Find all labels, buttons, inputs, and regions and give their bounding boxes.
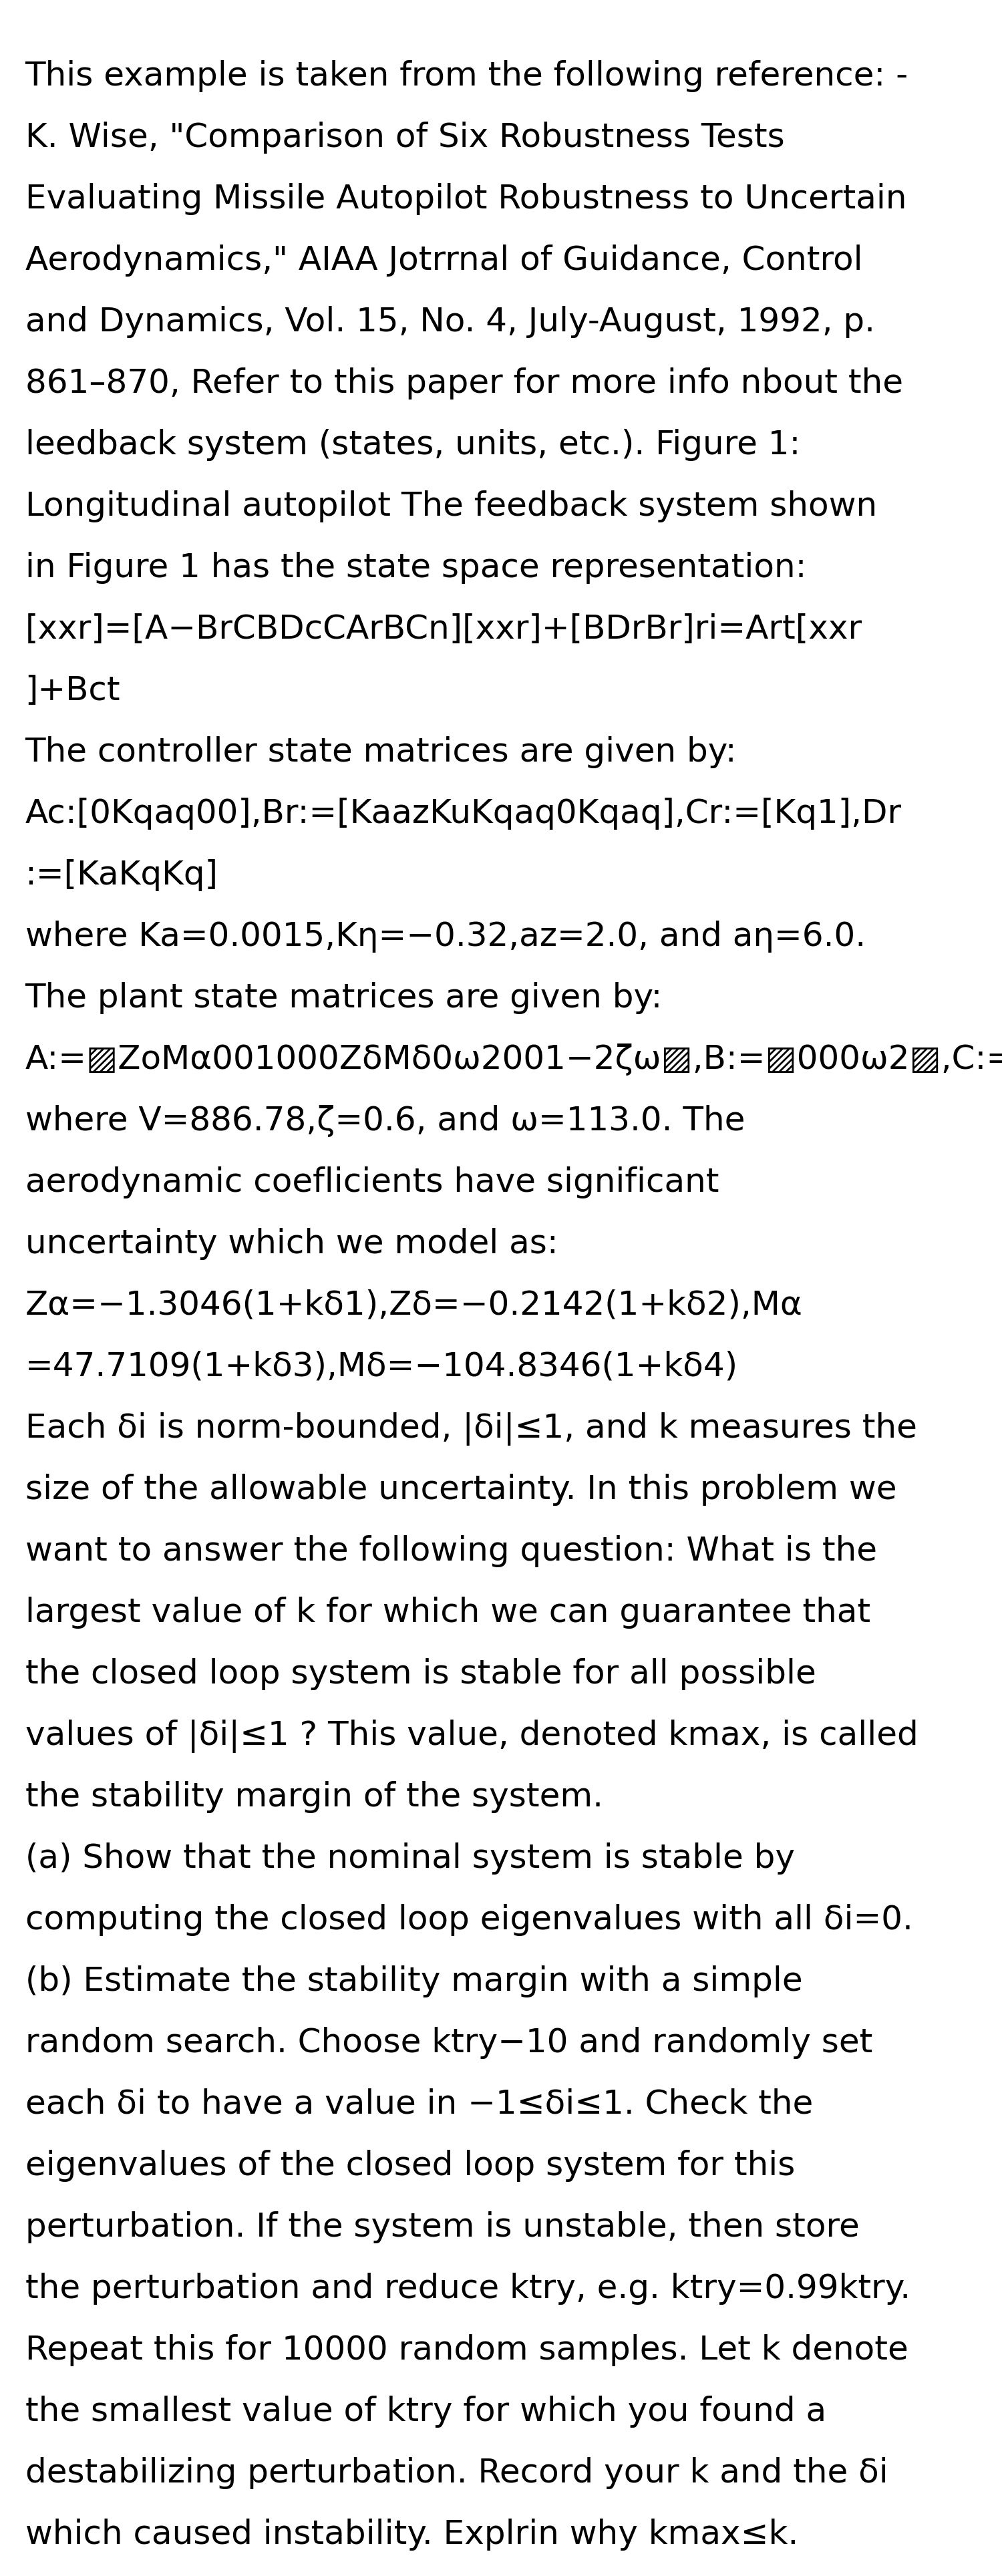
Text: Ac:[0Kqaq00],Br:=[KaazKuKqaq0Kqaq],Cr:=[Kq1],Dr: Ac:[0Kqaq00],Br:=[KaazKuKqaq0Kqaq],Cr:=[… — [25, 799, 902, 829]
Text: (b) Estimate the stability margin with a simple: (b) Estimate the stability margin with a… — [25, 1965, 803, 1996]
Text: (a) Show that the nominal system is stable by: (a) Show that the nominal system is stab… — [25, 1842, 795, 1875]
Text: This example is taken from the following reference: -: This example is taken from the following… — [25, 59, 908, 93]
Text: eigenvalues of the closed loop system for this: eigenvalues of the closed loop system fo… — [25, 2151, 795, 2182]
Text: each δi to have a value in −1≤δi≤1. Check the: each δi to have a value in −1≤δi≤1. Chec… — [25, 2089, 813, 2120]
Text: :=[KaKqKq]: :=[KaKqKq] — [25, 860, 218, 891]
Text: the smallest value of ktry for which you found a: the smallest value of ktry for which you… — [25, 2396, 826, 2427]
Text: computing the closed loop eigenvalues with all δi=0.: computing the closed loop eigenvalues wi… — [25, 1904, 913, 1937]
Text: Each δi is norm-bounded, |δi|≤1, and k measures the: Each δi is norm-bounded, |δi|≤1, and k m… — [25, 1412, 917, 1445]
Text: destabilizing perturbation. Record your k and the δi: destabilizing perturbation. Record your … — [25, 2458, 888, 2488]
Text: Repeat this for 10000 random samples. Let k denote: Repeat this for 10000 random samples. Le… — [25, 2334, 908, 2367]
Text: in Figure 1 has the state space representation:: in Figure 1 has the state space represen… — [25, 551, 807, 585]
Text: =47.7109(1+kδ3),Mδ=−104.8346(1+kδ4): =47.7109(1+kδ3),Mδ=−104.8346(1+kδ4) — [25, 1350, 737, 1383]
Text: the perturbation and reduce ktry, e.g. ktry=0.99ktry.: the perturbation and reduce ktry, e.g. k… — [25, 2272, 910, 2306]
Text: A:=▨ZoMα001000ZδMδ0ω2001−2ζω▨,B:=▨000ω2▨,C:=[VZα001VZδ0000],D:=[00].: A:=▨ZoMα001000ZδMδ0ω2001−2ζω▨,B:=▨000ω2▨… — [25, 1043, 1002, 1077]
Text: leedback system (states, units, etc.). Figure 1:: leedback system (states, units, etc.). F… — [25, 428, 801, 461]
Text: uncertainty which we model as:: uncertainty which we model as: — [25, 1229, 558, 1260]
Text: where V=886.78,ζ=0.6, and ω=113.0. The: where V=886.78,ζ=0.6, and ω=113.0. The — [25, 1105, 744, 1136]
Text: want to answer the following question: What is the: want to answer the following question: W… — [25, 1535, 877, 1566]
Text: the closed loop system is stable for all possible: the closed loop system is stable for all… — [25, 1659, 816, 1690]
Text: ]+Bct: ]+Bct — [25, 675, 120, 706]
Text: the stability margin of the system.: the stability margin of the system. — [25, 1780, 603, 1814]
Text: values of |δi|≤1 ? This value, denoted kmax, is called: values of |δi|≤1 ? This value, denoted k… — [25, 1721, 918, 1752]
Text: Zα=−1.3046(1+kδ1),Zδ=−0.2142(1+kδ2),Mα: Zα=−1.3046(1+kδ1),Zδ=−0.2142(1+kδ2),Mα — [25, 1291, 803, 1321]
Text: Evaluating Missile Autopilot Robustness to Uncertain: Evaluating Missile Autopilot Robustness … — [25, 183, 907, 216]
Text: 861–870, Refer to this paper for more info nbout the: 861–870, Refer to this paper for more in… — [25, 368, 903, 399]
Text: random search. Choose ktry−10 and randomly set: random search. Choose ktry−10 and random… — [25, 2027, 873, 2058]
Text: [xxr]=[A−BrCBDcCArBCn][xxr]+[BDrBr]ri=Art[xxr: [xxr]=[A−BrCBDcCArBCn][xxr]+[BDrBr]ri=Ar… — [25, 613, 862, 647]
Text: perturbation. If the system is unstable, then store: perturbation. If the system is unstable,… — [25, 2210, 859, 2244]
Text: which caused instability. Explrin why kmax≤k.: which caused instability. Explrin why km… — [25, 2519, 798, 2550]
Text: size of the allowable uncertainty. In this problem we: size of the allowable uncertainty. In th… — [25, 1473, 897, 1507]
Text: aerodynamic coeflicients have significant: aerodynamic coeflicients have significan… — [25, 1167, 718, 1198]
Text: and Dynamics, Vol. 15, No. 4, July-August, 1992, p.: and Dynamics, Vol. 15, No. 4, July-Augus… — [25, 307, 875, 337]
Text: where Ka=0.0015,Kη=−0.32,az=2.0, and aη=6.0.: where Ka=0.0015,Kη=−0.32,az=2.0, and aη=… — [25, 920, 866, 953]
Text: Longitudinal autopilot The feedback system shown: Longitudinal autopilot The feedback syst… — [25, 489, 877, 523]
Text: Aerodynamics," AIAA Jotrrnal of Guidance, Control: Aerodynamics," AIAA Jotrrnal of Guidance… — [25, 245, 863, 276]
Text: The controller state matrices are given by:: The controller state matrices are given … — [25, 737, 736, 768]
Text: K. Wise, "Comparison of Six Robustness Tests: K. Wise, "Comparison of Six Robustness T… — [25, 121, 785, 155]
Text: The plant state matrices are given by:: The plant state matrices are given by: — [25, 981, 662, 1015]
Text: largest value of k for which we can guarantee that: largest value of k for which we can guar… — [25, 1597, 870, 1628]
